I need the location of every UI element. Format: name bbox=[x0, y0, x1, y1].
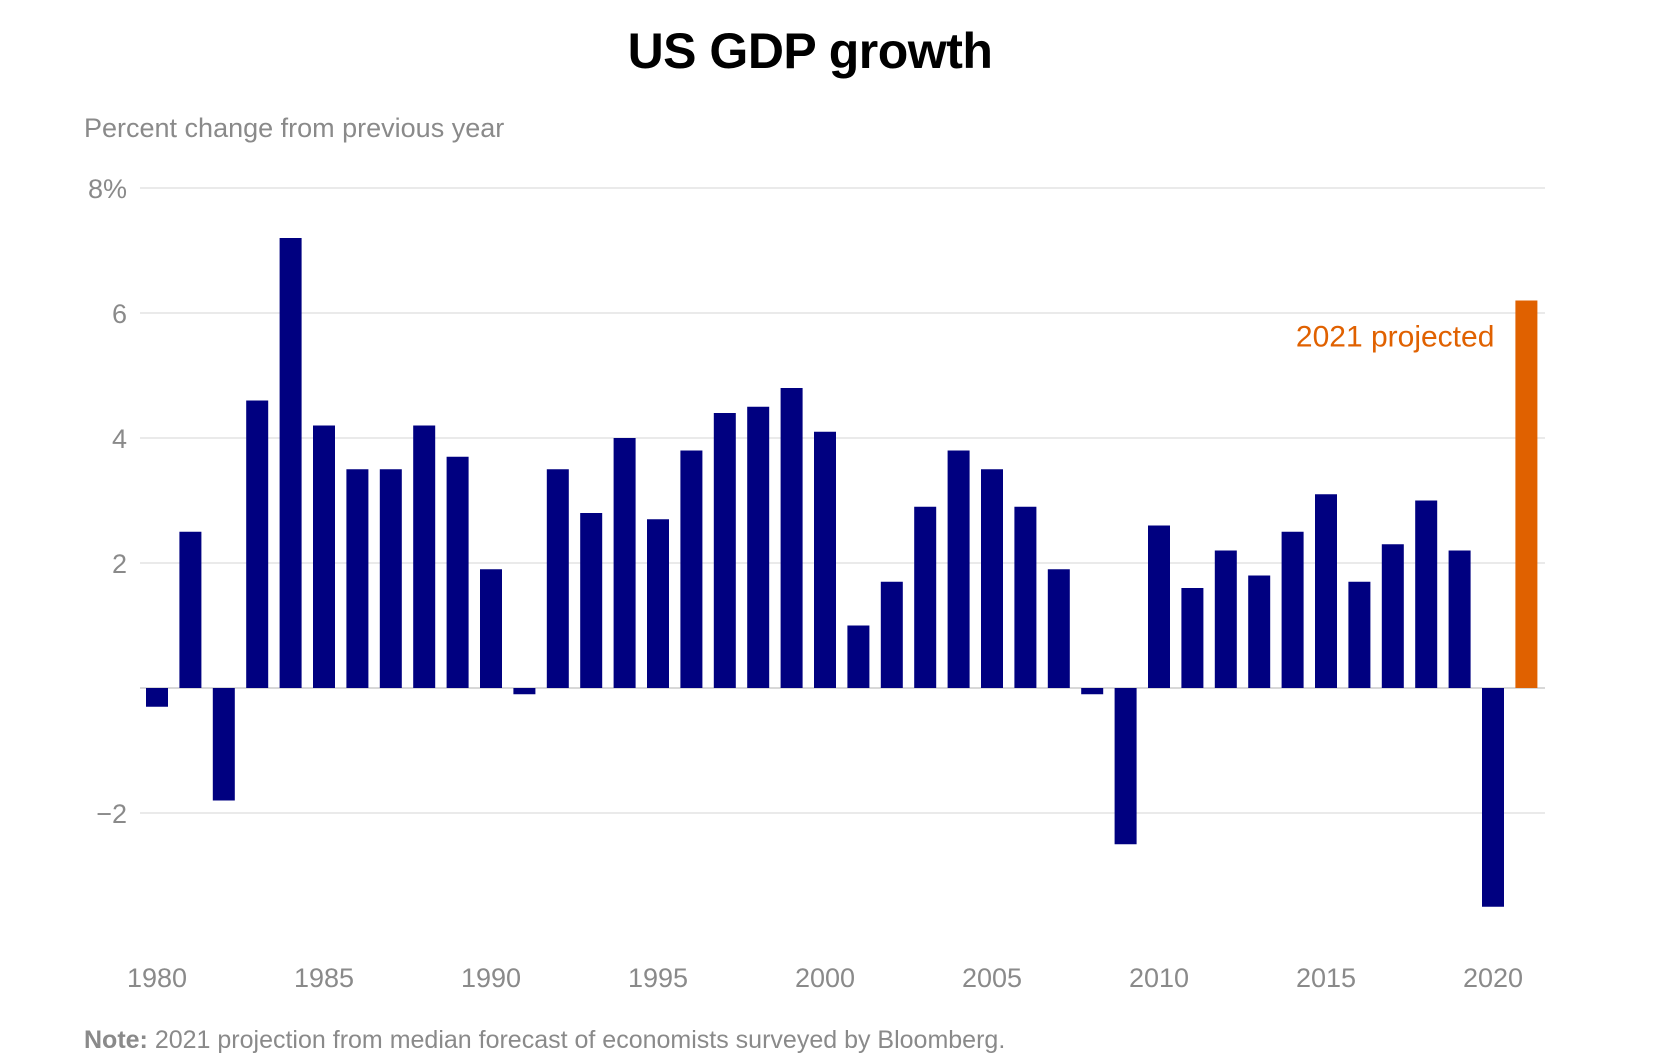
bar-1994 bbox=[613, 438, 636, 688]
bar-1983 bbox=[246, 400, 269, 688]
bar-1981 bbox=[179, 531, 202, 688]
bar-1984 bbox=[279, 238, 302, 688]
bar-1991 bbox=[513, 688, 536, 695]
y-tick-label: 4 bbox=[112, 424, 127, 454]
bar-2007 bbox=[1047, 569, 1070, 688]
x-tick-label: 2010 bbox=[1129, 963, 1189, 993]
bar-1997 bbox=[713, 413, 736, 688]
bar-2010 bbox=[1148, 525, 1170, 688]
bar-1996 bbox=[680, 450, 703, 688]
bar-2012 bbox=[1214, 550, 1237, 688]
bar-1992 bbox=[546, 469, 569, 688]
bar-1999 bbox=[780, 388, 803, 688]
bar-2003 bbox=[914, 506, 937, 688]
x-tick-label: 1980 bbox=[127, 963, 187, 993]
note-text: 2021 projection from median forecast of … bbox=[147, 1026, 1006, 1054]
bar-2001 bbox=[847, 625, 870, 688]
chart-note: Note: 2021 projection from median foreca… bbox=[84, 1026, 1005, 1055]
x-axis-ticks: 1980 1985 1990 1995 2000 2005 2010 2015 2020 bbox=[127, 963, 1523, 993]
bar-1986 bbox=[346, 469, 369, 688]
bars bbox=[146, 238, 1538, 907]
bar-2019 bbox=[1448, 550, 1471, 688]
y-axis-ticks: 8% 6 4 2 −2 bbox=[88, 174, 127, 829]
bar-2004 bbox=[947, 450, 970, 688]
bar-2016 bbox=[1348, 581, 1371, 688]
bar-2021 bbox=[1515, 300, 1538, 688]
bar-2020 bbox=[1482, 688, 1504, 907]
y-tick-label: 2 bbox=[112, 549, 127, 579]
chart-title: US GDP growth bbox=[627, 23, 993, 79]
bar-2005 bbox=[981, 469, 1003, 688]
bar-2009 bbox=[1114, 688, 1137, 845]
bar-2002 bbox=[880, 581, 903, 688]
bar-1989 bbox=[446, 456, 469, 688]
x-tick-label: 2005 bbox=[962, 963, 1022, 993]
y-tick-label: 6 bbox=[112, 299, 127, 329]
bar-2000 bbox=[814, 431, 836, 688]
bar-2008 bbox=[1081, 688, 1104, 695]
bar-1995 bbox=[647, 519, 669, 688]
bar-2006 bbox=[1014, 506, 1037, 688]
bar-2011 bbox=[1181, 588, 1204, 688]
x-tick-label: 1990 bbox=[461, 963, 521, 993]
x-tick-label: 2015 bbox=[1296, 963, 1356, 993]
projected-annotation: 2021 projected bbox=[1296, 321, 1495, 354]
bar-2015 bbox=[1315, 494, 1337, 688]
bar-2017 bbox=[1381, 544, 1404, 688]
bar-1985 bbox=[313, 425, 335, 688]
bar-2018 bbox=[1415, 500, 1438, 688]
note-label: Note: bbox=[84, 1026, 148, 1054]
y-tick-label: −2 bbox=[96, 799, 127, 829]
x-tick-label: 1985 bbox=[294, 963, 354, 993]
bar-1982 bbox=[212, 688, 235, 801]
chart-subtitle: Percent change from previous year bbox=[84, 113, 505, 143]
bar-1998 bbox=[747, 406, 770, 688]
bar-1988 bbox=[413, 425, 436, 688]
bar-2014 bbox=[1281, 531, 1304, 688]
bar-1993 bbox=[580, 513, 603, 688]
y-tick-label: 8% bbox=[88, 174, 127, 204]
x-tick-label: 2000 bbox=[795, 963, 855, 993]
bar-2013 bbox=[1248, 575, 1271, 688]
x-tick-label: 2020 bbox=[1463, 963, 1523, 993]
bar-1987 bbox=[379, 469, 402, 688]
x-tick-label: 1995 bbox=[628, 963, 688, 993]
bar-1990 bbox=[480, 569, 502, 688]
bar-1980 bbox=[146, 688, 168, 707]
grid-lines bbox=[140, 187, 1545, 814]
